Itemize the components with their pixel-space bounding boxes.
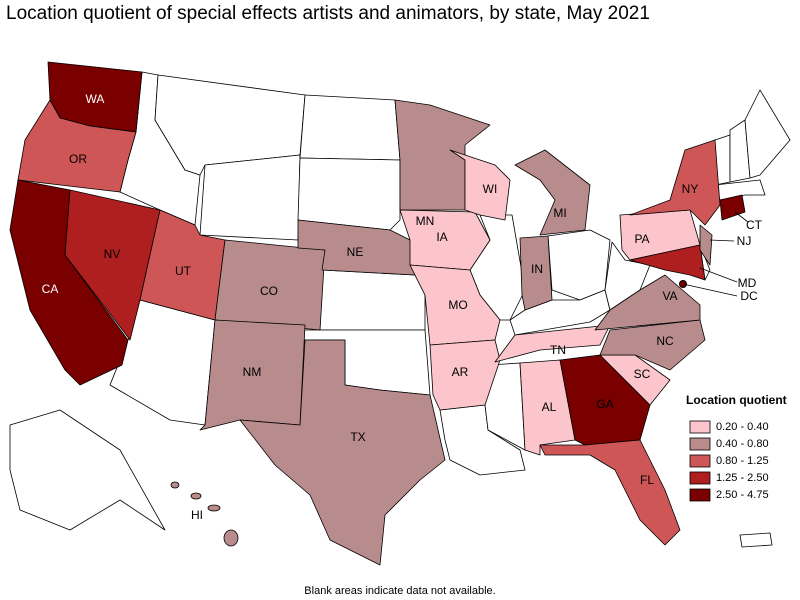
state — [629, 244, 706, 281]
state-label: CO — [260, 284, 278, 298]
state-label: NE — [347, 245, 364, 259]
state-labels: WA OR CA NV UT CO NM TX NE MN IA MO AR W… — [42, 92, 763, 522]
state — [744, 89, 791, 179]
state — [494, 324, 611, 363]
territory — [739, 532, 773, 548]
legend-swatch — [689, 437, 711, 451]
state-label: FL — [640, 473, 654, 487]
state — [299, 94, 401, 161]
legend-swatch — [689, 488, 711, 502]
state — [594, 274, 701, 331]
state — [429, 339, 501, 411]
legend-label: 1.25 - 2.50 — [716, 472, 769, 484]
state-label: UT — [175, 264, 192, 278]
blank-states — [9, 71, 791, 548]
footnote: Blank areas indicate data not available. — [304, 585, 495, 597]
state — [297, 219, 416, 276]
legend-swatch — [689, 454, 711, 468]
state — [239, 339, 446, 566]
state-label: MO — [448, 298, 467, 312]
state — [17, 99, 137, 193]
state-label: CT — [746, 218, 763, 232]
state-label: IA — [436, 230, 447, 244]
state-label: WI — [483, 182, 498, 196]
state-label: CA — [42, 282, 59, 296]
state — [190, 492, 202, 500]
state — [699, 224, 713, 266]
legend-swatch — [689, 420, 711, 434]
state — [214, 239, 326, 331]
state-label: NV — [104, 247, 121, 261]
state — [223, 529, 239, 547]
leader-lines — [682, 211, 749, 297]
state — [514, 149, 591, 236]
state — [199, 154, 301, 241]
legend-label: 0.20 - 0.40 — [716, 421, 769, 433]
legend-label: 0.40 - 0.80 — [716, 438, 769, 450]
state-label: NC — [656, 334, 674, 348]
legend-title: Location quotient — [686, 393, 787, 407]
state-label: MD — [738, 276, 757, 290]
state — [449, 149, 511, 221]
state-label: NJ — [737, 234, 752, 248]
state — [9, 409, 166, 531]
state-label: TX — [350, 430, 365, 444]
state-label: NY — [682, 182, 699, 196]
state — [629, 139, 721, 226]
state-label: VA — [662, 289, 677, 303]
legend-swatch — [689, 471, 711, 485]
state-label: WA — [86, 92, 105, 106]
state-label: GA — [596, 397, 613, 411]
state — [319, 269, 426, 331]
state — [719, 194, 746, 221]
state-label: MN — [416, 214, 435, 228]
state — [297, 157, 401, 231]
state — [409, 264, 501, 346]
state-label: NM — [243, 365, 262, 379]
legend-label: 2.50 - 4.75 — [716, 489, 769, 501]
leader-line — [682, 283, 738, 297]
state-label: DC — [740, 289, 758, 303]
state — [207, 504, 221, 512]
state — [599, 319, 706, 371]
state-label: TN — [550, 343, 566, 357]
state-label: SC — [634, 367, 651, 381]
legend-label: 0.80 - 1.25 — [716, 455, 769, 467]
state-label: OR — [69, 152, 87, 166]
state — [547, 229, 611, 301]
state-label: HI — [191, 508, 203, 522]
legend: Location quotient 0.20 - 0.40 0.40 - 0.80… — [686, 393, 787, 502]
leader-line — [709, 239, 735, 242]
state-label: PA — [634, 232, 649, 246]
state — [64, 189, 161, 341]
leader-line — [734, 211, 749, 223]
map-title: Location quotient of special effects art… — [6, 3, 650, 24]
leader-line — [699, 267, 738, 283]
state-label: IN — [531, 262, 543, 276]
state-label: AL — [542, 400, 557, 414]
state-label: AR — [452, 365, 469, 379]
colored-states — [9, 61, 746, 566]
state-label: MI — [553, 206, 566, 220]
state — [539, 439, 681, 546]
state — [170, 481, 180, 489]
state — [519, 235, 553, 311]
